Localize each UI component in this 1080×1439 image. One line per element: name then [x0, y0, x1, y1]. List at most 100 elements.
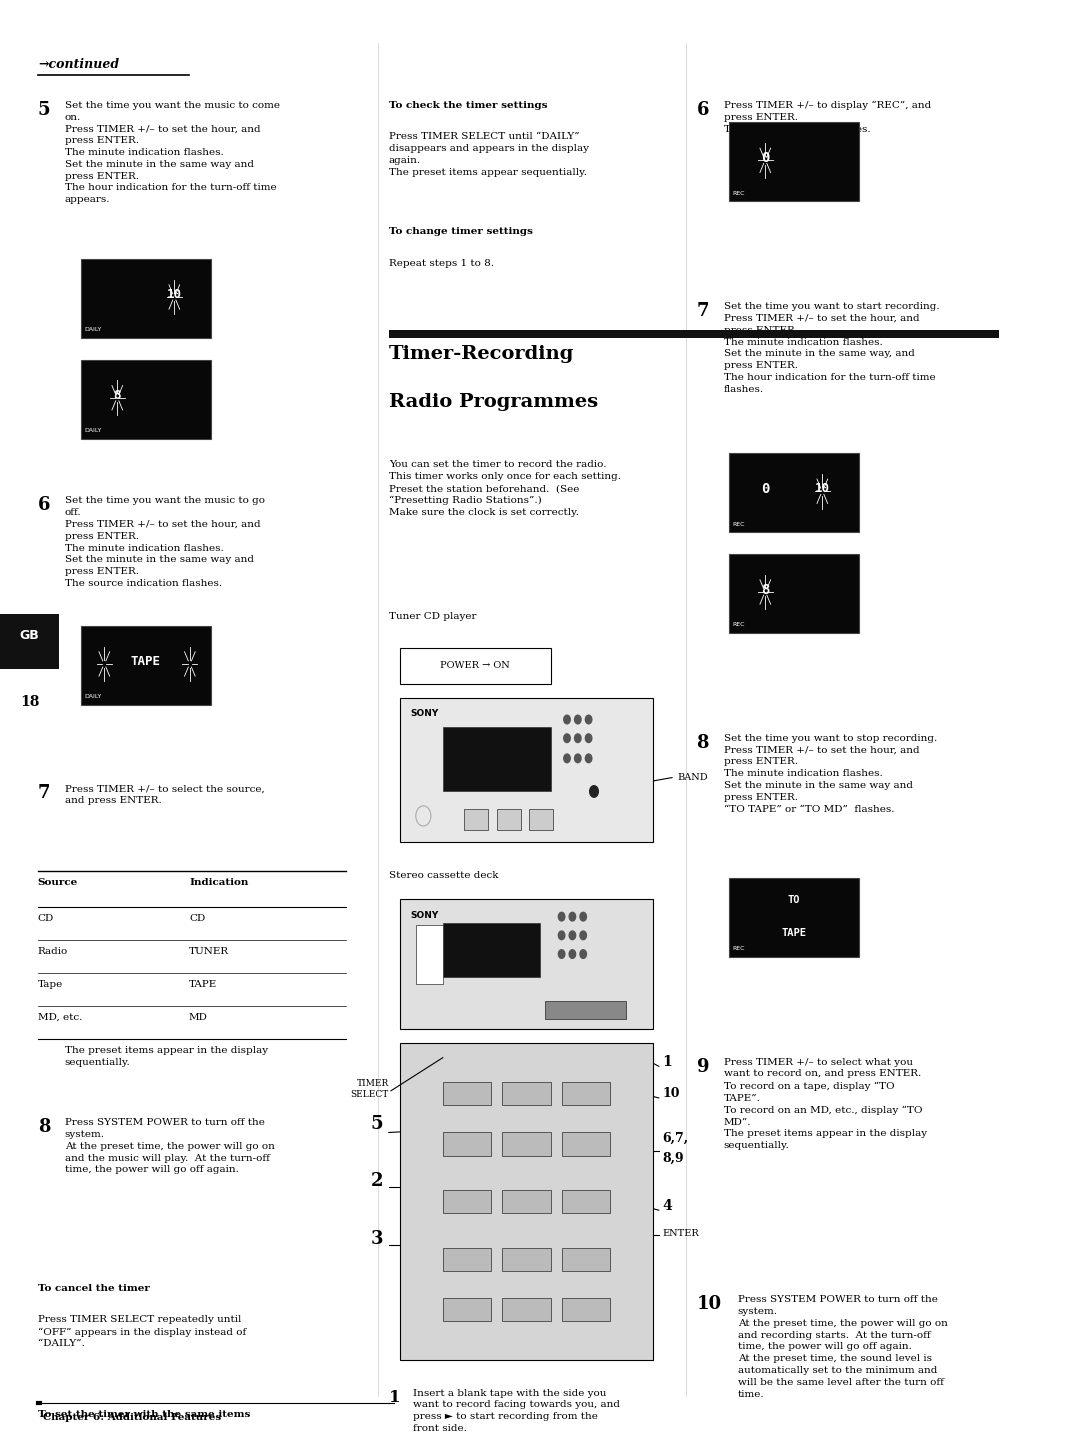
Text: REC: REC [732, 623, 745, 627]
Bar [443, 1082, 491, 1105]
Text: To set the timer with the same items: To set the timer with the same items [38, 1410, 251, 1419]
Text: The preset items appear in the display
sequentially.: The preset items appear in the display s… [65, 1046, 268, 1066]
Text: 8: 8 [761, 583, 769, 597]
Text: :: : [787, 151, 795, 165]
Bar [545, 1002, 626, 1019]
Bar [400, 648, 551, 684]
Text: 10: 10 [814, 151, 829, 164]
Text: 8,9: 8,9 [662, 1151, 684, 1166]
Bar [416, 925, 443, 984]
Circle shape [558, 931, 565, 940]
Text: :: : [132, 288, 139, 302]
Bar [443, 1248, 491, 1271]
Circle shape [585, 734, 592, 743]
Text: Tape: Tape [38, 980, 63, 989]
Bar [562, 1298, 610, 1321]
Bar [400, 1043, 653, 1360]
Bar [729, 878, 859, 957]
Text: TAPE: TAPE [131, 655, 161, 668]
Text: Press SYSTEM POWER to turn off the
system.
At the preset time, the power will go: Press SYSTEM POWER to turn off the syste… [65, 1118, 274, 1174]
Text: Set the time you want the music to go
off.
Press TIMER +/– to set the hour, and
: Set the time you want the music to go of… [65, 496, 265, 589]
Text: BAND: BAND [677, 773, 707, 781]
Text: 10: 10 [814, 583, 829, 596]
Text: 1: 1 [389, 1389, 401, 1406]
Text: 10: 10 [662, 1086, 679, 1101]
Text: CD: CD [189, 914, 205, 922]
Text: TAPE: TAPE [781, 928, 807, 938]
Bar [497, 809, 521, 830]
Bar [400, 899, 653, 1029]
Bar [502, 1190, 551, 1213]
Text: Press TIMER +/– to select what you
want to record on, and press ENTER.
To record: Press TIMER +/– to select what you want … [724, 1058, 927, 1150]
Bar [529, 809, 553, 830]
Text: DAILY: DAILY [84, 695, 102, 699]
Text: 4: 4 [662, 1199, 672, 1213]
Circle shape [585, 715, 592, 724]
Bar [502, 1132, 551, 1156]
Bar [562, 1132, 610, 1156]
Circle shape [575, 754, 581, 763]
Text: 10: 10 [166, 389, 181, 401]
Text: Chapter 6: Additional Features: Chapter 6: Additional Features [43, 1413, 221, 1422]
Text: MD, etc.: MD, etc. [38, 1013, 82, 1022]
Text: 5: 5 [370, 1115, 383, 1132]
Text: 18: 18 [21, 649, 39, 662]
Text: TO: TO [787, 895, 800, 905]
Text: Tuner CD player: Tuner CD player [389, 612, 476, 620]
Text: 0: 0 [761, 482, 769, 496]
Bar [389, 330, 999, 338]
Circle shape [585, 754, 592, 763]
Text: 6: 6 [38, 496, 51, 515]
Text: SONY: SONY [410, 709, 438, 718]
Text: Set the time you want to stop recording.
Press TIMER +/– to set the hour, and
pr: Set the time you want to stop recording.… [724, 734, 936, 813]
Bar [562, 1082, 610, 1105]
Text: 7: 7 [38, 784, 51, 803]
Text: :: : [139, 389, 147, 401]
Text: 1: 1 [662, 1055, 672, 1069]
Text: REC: REC [732, 522, 745, 527]
Bar [562, 1248, 610, 1271]
Bar [562, 1190, 610, 1213]
Text: →continued: →continued [38, 58, 119, 71]
Text: 5: 5 [38, 101, 51, 119]
Bar [400, 698, 653, 842]
Text: Indication: Indication [189, 878, 248, 886]
Bar [464, 809, 488, 830]
Text: DAILY: DAILY [84, 429, 102, 433]
Text: TAPE: TAPE [189, 980, 217, 989]
Circle shape [580, 912, 586, 921]
Text: SONY: SONY [410, 911, 438, 920]
Circle shape [590, 786, 598, 797]
Circle shape [569, 950, 576, 958]
Text: Press SYSTEM POWER to turn off the
system.
At the preset time, the power will go: Press SYSTEM POWER to turn off the syste… [738, 1295, 947, 1399]
Text: Source: Source [38, 878, 78, 886]
Text: 2: 2 [370, 1173, 383, 1190]
Text: Set the time you want to start recording.
Press TIMER +/– to set the hour, and
p: Set the time you want to start recording… [724, 302, 940, 394]
Text: Press TIMER +/– to select the source,
and press ENTER.: Press TIMER +/– to select the source, an… [65, 784, 265, 804]
Text: Set the time you want the music to come
on.
Press TIMER +/– to set the hour, and: Set the time you want the music to come … [65, 101, 280, 204]
Text: Press TIMER SELECT until “DAILY”
disappears and appears in the display
again.
Th: Press TIMER SELECT until “DAILY” disappe… [389, 132, 589, 177]
Text: Insert a blank tape with the side you
want to record facing towards you, and
pre: Insert a blank tape with the side you wa… [413, 1389, 620, 1433]
Text: 6,7,: 6,7, [662, 1131, 688, 1145]
Text: Radio: Radio [38, 947, 68, 955]
Text: 10: 10 [814, 482, 829, 495]
Bar [81, 626, 211, 705]
Text: 18: 18 [21, 695, 39, 709]
Circle shape [575, 734, 581, 743]
Circle shape [569, 931, 576, 940]
Text: REC: REC [732, 191, 745, 196]
Text: Repeat steps 1 to 8.: Repeat steps 1 to 8. [389, 259, 494, 268]
Text: Press TIMER SELECT repeatedly until
“OFF” appears in the display instead of
“DAI: Press TIMER SELECT repeatedly until “OFF… [38, 1315, 246, 1348]
Text: Stereo cassette deck: Stereo cassette deck [389, 871, 498, 879]
Text: 8: 8 [38, 1118, 51, 1137]
Text: Press TIMER +/– to display “REC”, and
press ENTER.
The hour indication flashes.: Press TIMER +/– to display “REC”, and pr… [724, 101, 931, 134]
Text: 8: 8 [113, 389, 121, 401]
Text: TUNER: TUNER [189, 947, 229, 955]
Circle shape [575, 715, 581, 724]
Text: 10: 10 [697, 1295, 721, 1314]
Text: CD: CD [38, 914, 54, 922]
Text: MD: MD [189, 1013, 207, 1022]
Circle shape [580, 931, 586, 940]
Circle shape [564, 754, 570, 763]
Text: 10: 10 [166, 288, 181, 301]
